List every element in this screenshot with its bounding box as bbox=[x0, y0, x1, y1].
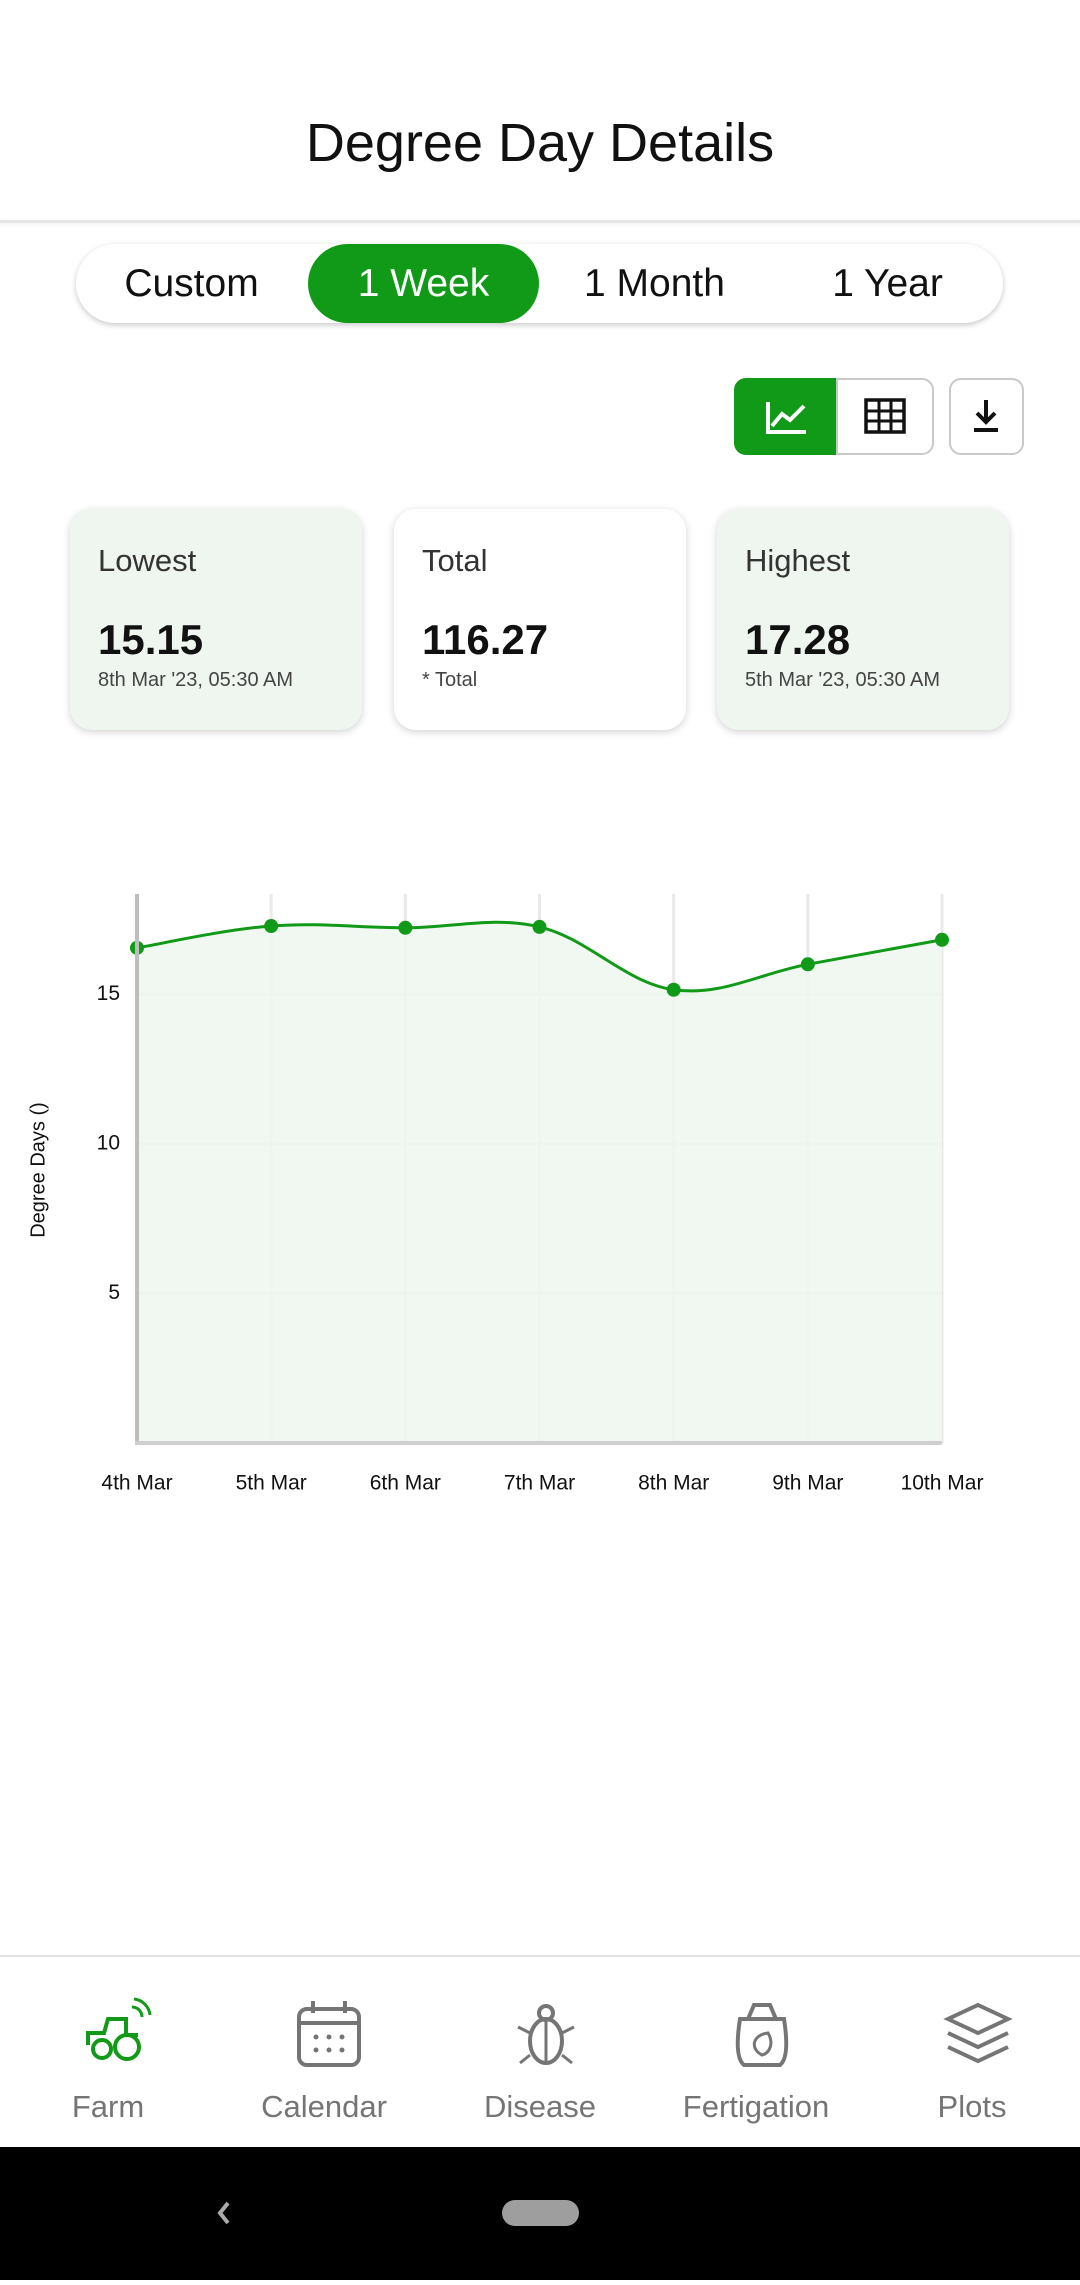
x-tick-label: 4th Mar bbox=[101, 1472, 172, 1495]
download-icon bbox=[974, 400, 998, 432]
data-point bbox=[264, 919, 279, 934]
nav-item[interactable]: Disease bbox=[432, 1957, 648, 2149]
nav-item[interactable]: Farm bbox=[0, 1957, 216, 2149]
y-tick-label: 15 bbox=[97, 982, 120, 1005]
card-note: * Total bbox=[422, 669, 478, 691]
y-axis-title: Degree Days () bbox=[27, 1102, 49, 1238]
card-label: Highest bbox=[745, 543, 851, 578]
area-fill bbox=[137, 922, 942, 1443]
card-label: Lowest bbox=[98, 543, 197, 578]
nav-item[interactable]: Plots bbox=[864, 1957, 1080, 2149]
system-buttons bbox=[217, 2200, 579, 2226]
nav-icon bbox=[86, 1997, 152, 2061]
table-view-button[interactable] bbox=[836, 378, 934, 455]
range-tab[interactable]: 1 Week bbox=[308, 244, 539, 323]
nav-label: Farm bbox=[71, 2089, 145, 2124]
chart-view-button[interactable] bbox=[734, 378, 838, 455]
nav-icon bbox=[943, 2002, 1013, 2064]
data-point bbox=[398, 920, 413, 935]
card-note: 8th Mar '23, 05:30 AM bbox=[98, 669, 294, 691]
nav-icon bbox=[517, 2004, 575, 2065]
range-tab[interactable]: 1 Year bbox=[832, 262, 943, 305]
data-point bbox=[666, 982, 681, 997]
y-tick-label: 5 bbox=[108, 1281, 120, 1304]
download-button[interactable] bbox=[949, 378, 1024, 455]
data-point bbox=[532, 919, 547, 934]
nav-label: Calendar bbox=[261, 2089, 387, 2124]
nav-icon bbox=[297, 2001, 361, 2067]
nav-label: Disease bbox=[484, 2089, 596, 2124]
app-header bbox=[0, 0, 1080, 223]
stat-card: Highest 17.28 5th Mar '23, 05:30 AM bbox=[717, 509, 1009, 730]
card-value: 15.15 bbox=[98, 616, 204, 663]
nav-item[interactable]: Calendar bbox=[216, 1957, 432, 2149]
x-tick-label: 10th Mar bbox=[901, 1472, 984, 1495]
card-value: 116.27 bbox=[422, 616, 549, 663]
data-point bbox=[935, 932, 949, 947]
system-nav-bar bbox=[0, 2147, 1080, 2280]
x-tick-label: 5th Mar bbox=[236, 1472, 307, 1495]
nav-label: Plots bbox=[937, 2089, 1007, 2124]
x-tick-label: 8th Mar bbox=[638, 1472, 709, 1495]
x-tick-label: 9th Mar bbox=[772, 1472, 843, 1495]
nav-icon bbox=[735, 2003, 789, 2067]
y-tick-label: 10 bbox=[97, 1131, 120, 1154]
table-icon bbox=[864, 398, 906, 434]
bottom-nav: Farm Calendar Disease Fertigation Plots bbox=[0, 1955, 1080, 2149]
card-note: 5th Mar '23, 05:30 AM bbox=[745, 669, 941, 691]
chart: Degree Days () 5 10 15 4th Mar 5th Mar 6th Ma… bbox=[27, 894, 984, 1495]
card-label: Total bbox=[422, 543, 488, 578]
data-point bbox=[800, 957, 815, 972]
stat-card: Lowest 15.15 8th Mar '23, 05:30 AM bbox=[70, 509, 362, 730]
chart-icon bbox=[766, 402, 806, 434]
stat-card: Total 116.27 * Total bbox=[394, 509, 686, 730]
x-tick-label: 7th Mar bbox=[504, 1472, 575, 1495]
range-tabs: Custom 1 Week 1 Month 1 Year bbox=[76, 244, 1003, 323]
nav-label: Fertigation bbox=[682, 2089, 830, 2124]
card-value: 17.28 bbox=[745, 616, 851, 663]
x-tick-label: 6th Mar bbox=[370, 1472, 441, 1495]
range-tab[interactable]: Custom bbox=[124, 262, 259, 305]
range-tab[interactable]: 1 Month bbox=[584, 262, 725, 305]
nav-item[interactable]: Fertigation bbox=[648, 1957, 864, 2149]
page-title: Degree Day Details bbox=[305, 113, 775, 173]
